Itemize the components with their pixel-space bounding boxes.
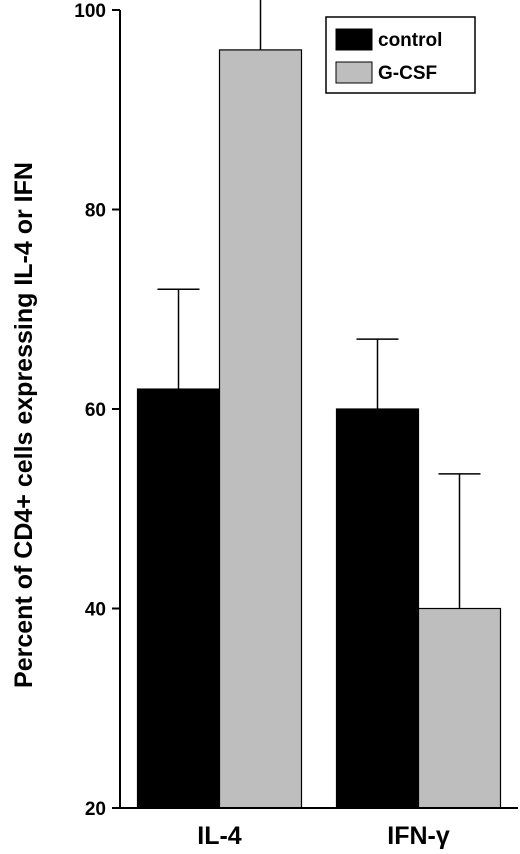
y-tick-label-100: 100 [74,1,106,22]
x-tick-label-il-4: IL-4 [197,822,242,850]
y-ticks-layer: 20 40 60 80 100 [74,1,120,820]
y-tick-label-80: 80 [85,201,106,222]
bar-control-il-4 [136,388,221,809]
y-tick-label-60: 60 [85,400,106,421]
bar-g-csf-il-4 [218,49,303,809]
legend-label-control: control [378,30,442,51]
y-tick-label-40: 40 [85,600,106,621]
category-labels-layer: IL-4 IFN-γ [197,822,450,850]
y-axis-title: Percent of CD4+ cells expressing IL-4 or… [10,162,38,688]
legend-swatch-g-csf [335,61,373,84]
y-tick-label-20: 20 [85,799,106,820]
x-tick-label-ifn-: IFN-γ [387,822,450,850]
bars-layer [136,49,502,809]
legend: control G-CSF [325,16,476,94]
error-bars-layer [157,0,481,609]
bar-control-ifn- [335,408,420,809]
legend-label-g-csf: G-CSF [378,63,437,84]
bar-g-csf-ifn- [417,607,502,809]
legend-swatch-control [335,28,373,51]
